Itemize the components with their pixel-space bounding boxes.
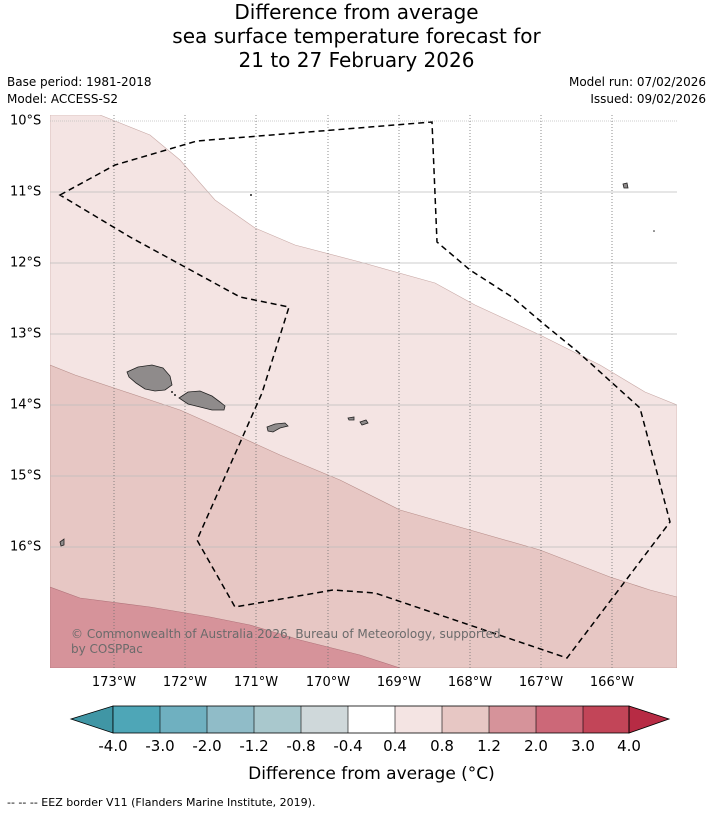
colorbar-tick: -0.8 <box>286 737 316 755</box>
copyright-line-1: © Commonwealth of Australia 2026, Bureau… <box>71 627 501 641</box>
title-line-3: 21 to 27 February 2026 <box>238 48 475 72</box>
colorbar-tick: -2.0 <box>192 737 222 755</box>
sst-band-1.2-2.0 <box>50 586 401 668</box>
island-savaii <box>126 364 173 392</box>
islet-ne <box>622 182 629 189</box>
colorbar-tick: -4.0 <box>98 737 128 755</box>
copyright-line-2: by COSPPac <box>71 642 143 656</box>
base-period: Base period: 1981-2018 <box>7 75 152 89</box>
lon-label-172w: 172°W <box>162 675 208 690</box>
eez-border <box>58 121 671 659</box>
island-tau <box>359 419 369 426</box>
sst-band-0.8-1.2 <box>50 364 677 668</box>
lat-label-16s: 16°S <box>10 539 42 555</box>
copyright-notice: © Commonwealth of Australia 2026, Bureau… <box>71 627 501 657</box>
lat-label-13s: 13°S <box>10 326 42 342</box>
colorbar-extend-low <box>69 705 114 734</box>
issued-date: Issued: 09/02/2026 <box>590 92 706 106</box>
colorbar-tick: -1.2 <box>239 737 269 755</box>
model-name: Model: ACCESS-S2 <box>7 92 119 106</box>
colorbar-tick: -3.0 <box>145 737 175 755</box>
lat-label-11s: 11°S <box>10 184 42 200</box>
lon-label-168w: 168°W <box>447 675 493 690</box>
island-tutuila <box>266 422 289 433</box>
colorbar <box>69 705 671 734</box>
colorbar-tick: 0.4 <box>383 737 407 755</box>
lon-label-167w: 167°W <box>518 675 564 690</box>
colorbar-extend-high <box>628 705 671 734</box>
island-ofu <box>347 416 355 421</box>
latitude-gridlines <box>50 120 677 548</box>
lon-label-173w: 173°W <box>91 675 137 690</box>
title-line-1: Difference from average <box>234 0 479 24</box>
lat-label-10s: 10°S <box>10 113 42 129</box>
lat-label-14s: 14°S <box>10 397 42 413</box>
meta-right: Model run: 07/02/2026 Issued: 09/02/2026 <box>569 74 706 108</box>
islet-west <box>59 538 65 547</box>
lat-label-12s: 12°S <box>10 255 42 271</box>
meta-left: Base period: 1981-2018 Model: ACCESS-S2 <box>7 74 152 108</box>
title-line-2: sea surface temperature forecast for <box>172 24 541 48</box>
colorbar-tick: 1.2 <box>477 737 501 755</box>
lon-label-166w: 166°W <box>589 675 635 690</box>
lat-label-15s: 15°S <box>10 468 42 484</box>
lon-label-169w: 169°W <box>376 675 422 690</box>
colorbar-title: Difference from average (°C) <box>248 764 495 784</box>
longitude-gridlines <box>113 115 613 668</box>
island-landmasses <box>59 182 629 547</box>
lon-label-171w: 171°W <box>233 675 279 690</box>
colorbar-tick: 3.0 <box>571 737 595 755</box>
lon-label-170w: 170°W <box>305 675 351 690</box>
eez-legend-note: -- -- -- EEZ border V11 (Flanders Marine… <box>7 796 316 809</box>
map-title: Difference from average sea surface temp… <box>0 0 713 72</box>
colorbar-tick: -0.4 <box>333 737 363 755</box>
colorbar-tick: 2.0 <box>524 737 548 755</box>
map-area <box>50 115 677 668</box>
model-run: Model run: 07/02/2026 <box>568 75 706 89</box>
colorbar-tick: 0.8 <box>430 737 454 755</box>
colorbar-tick: 4.0 <box>617 737 641 755</box>
island-upolu <box>178 390 226 411</box>
